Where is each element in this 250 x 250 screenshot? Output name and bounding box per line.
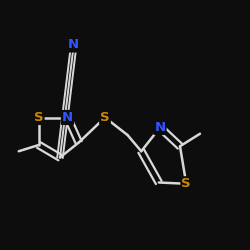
Text: N: N bbox=[68, 38, 79, 52]
Text: S: S bbox=[100, 111, 110, 124]
Text: N: N bbox=[62, 111, 73, 124]
Text: S: S bbox=[34, 111, 43, 124]
Text: N: N bbox=[154, 121, 166, 134]
Text: S: S bbox=[182, 177, 191, 190]
